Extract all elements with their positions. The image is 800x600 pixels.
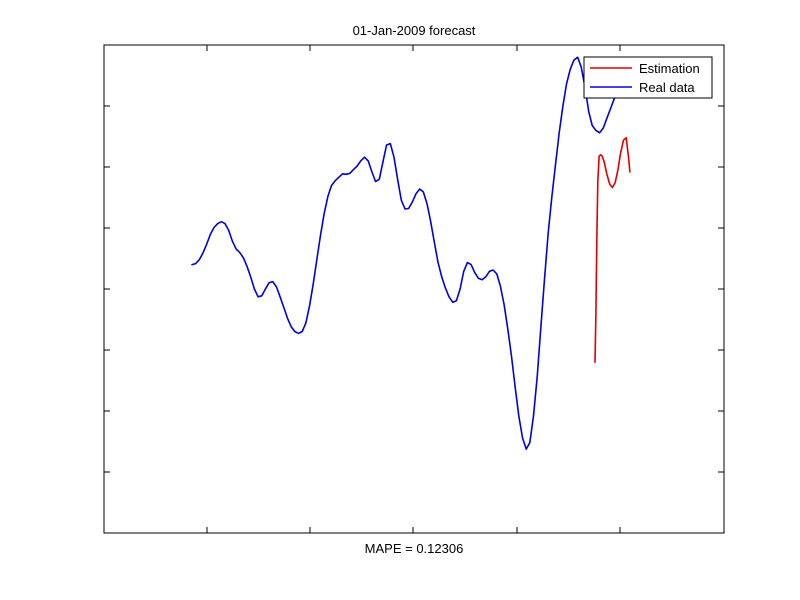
- plot-area: [103, 44, 725, 534]
- series-line-real-data: [191, 56, 630, 450]
- series-line-estimation: [594, 136, 631, 363]
- series-layer: [191, 56, 631, 450]
- axis-ticks: [104, 45, 724, 533]
- chart-title: 01-Jan-2009 forecast: [353, 23, 476, 38]
- legend-box: [583, 56, 713, 99]
- legend-label-real-data: Real data: [639, 80, 695, 95]
- legend: Estimation Real data: [583, 56, 713, 99]
- x-axis-label: MAPE = 0.12306: [365, 541, 464, 556]
- legend-label-estimation: Estimation: [639, 61, 700, 76]
